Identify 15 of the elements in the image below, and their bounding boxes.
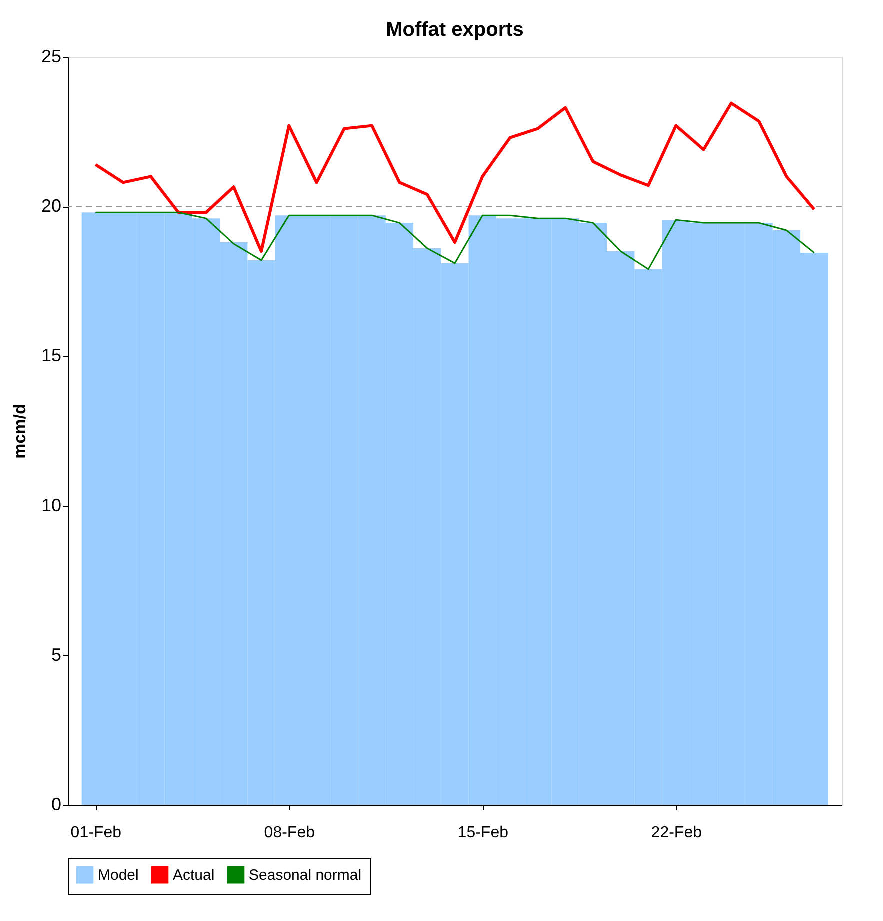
y-tick-label: 5 [51,644,62,665]
legend-label: Seasonal normal [249,867,362,884]
x-tick-label: 08-Feb [264,824,316,842]
x-tick-label: 15-Feb [458,824,509,842]
y-tick-label: 20 [41,196,62,216]
y-axis-title: mcm/d [10,404,30,459]
legend-label: Actual [173,867,215,884]
x-tick-label: 01-Feb [70,824,122,842]
y-tick-label: 25 [41,46,62,66]
legend-label: Model [98,867,139,884]
chart-title: Moffat exports [386,19,524,41]
y-tick-label: 10 [41,495,62,516]
x-tick-label: 22-Feb [651,824,702,842]
y-tick-label: 0 [51,794,62,814]
y-tick-label: 15 [41,346,62,366]
